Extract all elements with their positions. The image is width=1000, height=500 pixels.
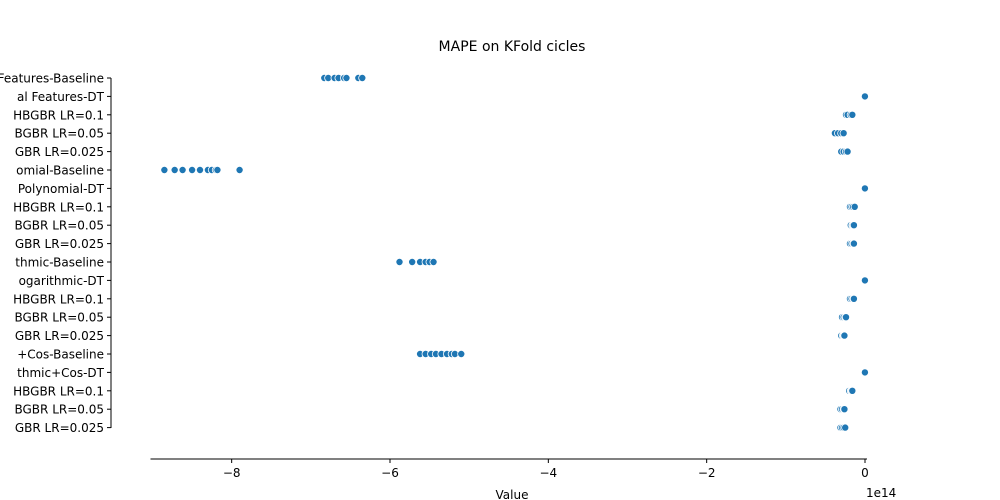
x-tick-label: 0	[861, 466, 869, 480]
data-point	[839, 129, 848, 138]
data-point	[160, 165, 169, 174]
y-tick-label: thmic-Baseline	[15, 256, 104, 270]
data-point	[188, 165, 197, 174]
data-point	[860, 368, 869, 377]
y-tick-label: +Cos-Baseline	[17, 348, 104, 362]
y-tick-label: HBGBR LR=0.1	[13, 292, 104, 306]
data-point	[342, 74, 351, 83]
data-point	[840, 405, 849, 414]
data-point	[841, 423, 850, 432]
y-axis: Features-Baseline al Features-DT HBGBR LR=…	[0, 72, 112, 435]
data-point	[842, 313, 851, 322]
x-axis: −8 −6 −4 −2 0	[150, 458, 869, 480]
y-tick-label: GBR LR=0.025	[15, 145, 104, 159]
data-point	[840, 331, 849, 340]
data-point	[849, 221, 858, 230]
data-point	[235, 165, 244, 174]
y-tick-label: GBR LR=0.025	[15, 421, 104, 435]
data-point	[457, 349, 466, 358]
data-point	[408, 257, 417, 266]
y-tick-label: BGBR LR=0.05	[14, 219, 104, 233]
y-tick-label: BGBR LR=0.05	[14, 311, 104, 325]
y-tick-label: HBGBR LR=0.1	[13, 384, 104, 398]
chart-title: MAPE on KFold cicles	[439, 39, 586, 55]
y-tick-label: Features-Baseline	[0, 72, 104, 86]
x-tick-label: −8	[223, 466, 241, 480]
y-tick-label: al Features-DT	[17, 90, 105, 104]
data-point	[848, 386, 857, 395]
data-point	[178, 165, 187, 174]
y-tick-label: ogarithmic-DT	[19, 274, 105, 288]
data-point	[395, 257, 404, 266]
x-axis-label: Value	[496, 488, 529, 500]
y-tick-label: thmic+Cos-DT	[17, 366, 105, 380]
data-point	[170, 165, 179, 174]
data-points	[160, 74, 869, 432]
y-tick-label: Polynomial-DT	[18, 182, 105, 196]
x-tick-label: −4	[539, 466, 557, 480]
y-tick-label: GBR LR=0.025	[15, 237, 104, 251]
data-point	[213, 165, 222, 174]
y-tick-label: omial-Baseline	[16, 164, 104, 178]
y-tick-label: GBR LR=0.025	[15, 329, 104, 343]
data-point	[429, 257, 438, 266]
data-point	[358, 74, 367, 83]
data-point	[849, 239, 858, 248]
y-tick-label: BGBR LR=0.05	[14, 127, 104, 141]
data-point	[195, 165, 204, 174]
data-point	[860, 184, 869, 193]
data-point	[860, 92, 869, 101]
y-tick-label: BGBR LR=0.05	[14, 403, 104, 417]
x-tick-label: −2	[698, 466, 716, 480]
x-tick-label: −6	[381, 466, 399, 480]
data-point	[848, 110, 857, 119]
y-tick-label: HBGBR LR=0.1	[13, 200, 104, 214]
y-tick-label: HBGBR LR=0.1	[13, 108, 104, 122]
data-point	[850, 202, 859, 211]
data-point	[849, 294, 858, 303]
x-axis-offset-label: 1e14	[866, 486, 896, 500]
data-point	[860, 276, 869, 285]
data-point	[843, 147, 852, 156]
